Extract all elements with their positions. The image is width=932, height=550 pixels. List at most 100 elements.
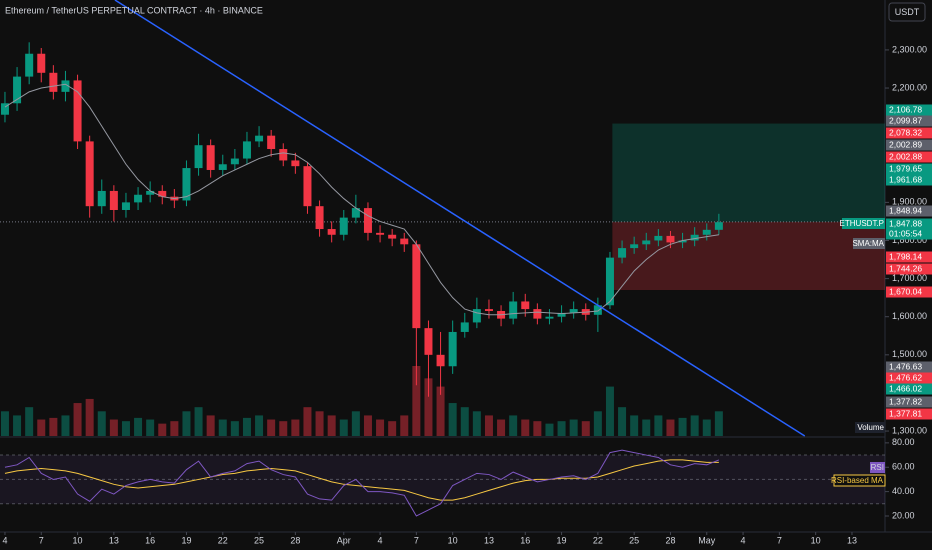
- volume-bar: [37, 419, 46, 436]
- candle-body: [448, 331, 457, 367]
- price-tag: 2,002.89: [889, 139, 922, 149]
- y-tick-label: 1,800.00: [892, 235, 927, 245]
- rsi-tag: RSI: [871, 463, 884, 472]
- x-tick-label: 7: [414, 535, 419, 545]
- sma-tag-bg: [853, 238, 885, 249]
- candle-body: [339, 217, 348, 235]
- price-tag: 1,476.62: [889, 372, 922, 382]
- candle-body: [206, 145, 215, 170]
- candle-body: [714, 222, 723, 230]
- volume-bar: [521, 419, 530, 436]
- x-tick-label: 10: [73, 535, 83, 545]
- volume-bar: [569, 419, 578, 436]
- stop-zone: [612, 221, 885, 291]
- candle-body: [545, 316, 554, 319]
- volume-bar: [642, 419, 651, 436]
- price-tag-bg: [886, 263, 932, 275]
- candle-body: [460, 322, 469, 332]
- volume-tag: Volume: [857, 423, 884, 432]
- y-tick-label: 1,700.00: [892, 273, 927, 283]
- x-tick-label: 22: [593, 535, 603, 545]
- rsi-tick-label: 80.00: [892, 437, 915, 447]
- volume-bar: [581, 421, 590, 436]
- volume-bar: [182, 411, 191, 436]
- candle-body: [436, 354, 445, 367]
- volume-bar: [73, 403, 82, 436]
- candle-body: [134, 194, 143, 203]
- currency-button[interactable]: [888, 2, 926, 22]
- x-tick-label: 19: [181, 535, 191, 545]
- candle-body: [472, 309, 481, 323]
- price-tag: 1,979.65: [889, 163, 922, 173]
- price-tag: 1,798.14: [889, 251, 922, 261]
- x-tick-label: 13: [847, 535, 857, 545]
- price-tag: 2,099.87: [889, 115, 922, 125]
- volume-bar: [267, 419, 276, 436]
- x-tick-label: May: [698, 535, 716, 545]
- candle-body: [121, 202, 130, 210]
- volume-bar: [327, 415, 336, 436]
- candle-body: [85, 141, 94, 207]
- price-tag: 2,106.78: [889, 104, 922, 114]
- volume-bar: [533, 421, 542, 436]
- candle-body: [654, 235, 663, 241]
- y-tick-label: 1,900.00: [892, 197, 927, 207]
- volume-bar: [291, 419, 300, 436]
- symbol-tag-bg: [842, 218, 885, 229]
- volume-bar: [605, 386, 614, 436]
- x-tick-label: 4: [2, 535, 7, 545]
- currency-label[interactable]: USDT: [895, 7, 920, 17]
- price-tag-bg: [886, 115, 932, 127]
- volume-bar: [97, 411, 106, 436]
- price-tag-bg: [886, 251, 932, 263]
- volume-tag-bg: [855, 422, 885, 433]
- x-tick-label: 13: [484, 535, 494, 545]
- candle-body: [702, 229, 711, 235]
- price-tag: 1,670.04: [889, 286, 922, 296]
- candle-body: [678, 240, 687, 243]
- candle-body: [158, 190, 167, 197]
- candle-body: [569, 309, 578, 313]
- volume-bar: [303, 407, 312, 436]
- price-tag-bg: [886, 127, 932, 139]
- price-tag: 1,848.94: [889, 205, 922, 215]
- volume-bar: [654, 415, 663, 436]
- candle-body: [412, 244, 421, 329]
- price-tag-bg: [886, 372, 932, 384]
- price-tag-bg: [886, 218, 932, 230]
- candle-body: [218, 164, 227, 170]
- symbol-tag: ETHUSDT.P: [840, 219, 884, 228]
- volume-bar: [242, 417, 251, 436]
- x-tick-label: 22: [218, 535, 228, 545]
- candle-body: [327, 229, 336, 235]
- volume-bar: [557, 421, 566, 436]
- volume-bar: [230, 421, 239, 436]
- y-tick-label: 2,300.00: [892, 44, 927, 54]
- x-tick-label: 28: [290, 535, 300, 545]
- price-tag-bg: [886, 228, 932, 240]
- volume-bar: [630, 415, 639, 436]
- volume-bar: [388, 421, 397, 436]
- volume-bar: [0, 411, 9, 436]
- candle-body: [315, 206, 324, 230]
- candle-body: [0, 103, 9, 115]
- price-tag-bg: [886, 151, 932, 163]
- y-tick-label: 1,600.00: [892, 311, 927, 321]
- volume-bar: [376, 419, 385, 436]
- volume-bar: [363, 415, 372, 436]
- volume-bar: [666, 419, 675, 436]
- volume-bar: [339, 419, 348, 436]
- candle-body: [351, 208, 360, 218]
- volume-bar: [412, 366, 421, 436]
- volume-bar: [146, 419, 155, 436]
- price-tag: 01:05:54: [889, 228, 922, 238]
- volume-bar: [134, 417, 143, 436]
- candle-body: [279, 149, 288, 161]
- x-tick-label: 25: [629, 535, 639, 545]
- x-tick-label: 4: [741, 535, 746, 545]
- volume-bar: [121, 421, 130, 436]
- candle-body: [61, 80, 70, 92]
- candle-body: [291, 160, 300, 167]
